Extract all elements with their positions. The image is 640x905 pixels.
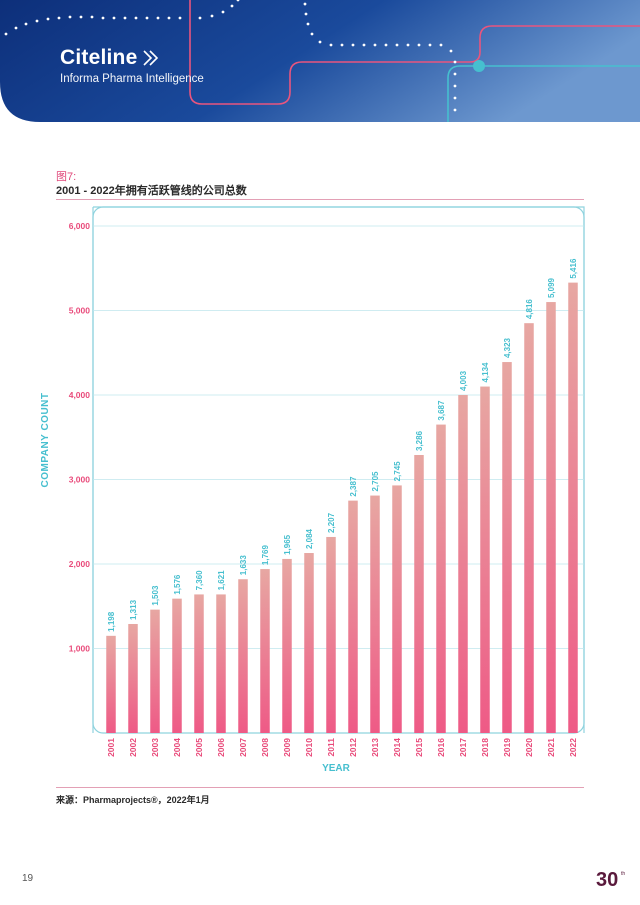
bar: [128, 623, 138, 733]
x-tick-label: 2004: [172, 738, 182, 757]
x-tick-label: 2005: [194, 738, 204, 757]
bar: [502, 362, 512, 733]
x-tick-label: 2018: [480, 738, 490, 757]
divider: [56, 199, 584, 200]
data-label: 1,198: [107, 611, 116, 632]
data-label: 2,705: [371, 471, 380, 492]
x-tick-label: 2010: [304, 738, 314, 757]
divider: [56, 787, 584, 788]
anniversary-logo: 30 th: [596, 869, 625, 890]
x-tick-label: 2019: [502, 738, 512, 757]
data-label: 4,323: [503, 337, 512, 358]
header-banner: [0, 0, 640, 122]
bar-chart: 1,000 2,000 3,000 4,000 5,000 6,000 1,198 1,31…: [40, 206, 585, 774]
data-label: 1,965: [283, 534, 292, 555]
data-label: 2,084: [305, 528, 314, 549]
bar: [370, 495, 380, 733]
data-label: 5,099: [547, 277, 556, 298]
y-tick-label: 4,000: [69, 390, 91, 400]
x-tick-label: 2002: [128, 738, 138, 757]
x-tick-label: 2008: [260, 738, 270, 757]
bar: [194, 594, 204, 733]
data-label: 3,286: [415, 430, 424, 451]
data-label: 4,003: [459, 370, 468, 391]
x-tick-label: 2014: [392, 738, 402, 757]
bar: [172, 598, 182, 733]
x-tick-label: 2016: [436, 738, 446, 757]
bar: [260, 569, 270, 733]
data-label: 4,816: [525, 299, 534, 320]
bar: [524, 323, 534, 733]
data-label: 1,633: [239, 555, 248, 576]
y-axis-label: COMPANY COUNT: [40, 392, 51, 487]
y-tick-label: 2,000: [69, 559, 91, 569]
x-axis-label: YEAR: [322, 763, 351, 774]
x-tick-label: 2021: [546, 738, 556, 757]
data-label: 2,387: [349, 476, 358, 497]
bar: [348, 500, 358, 733]
data-label: 1,576: [173, 574, 182, 595]
data-label: 1,621: [217, 570, 226, 591]
data-label: 3,687: [437, 400, 446, 421]
bar: [458, 395, 468, 733]
x-tick-label: 2009: [282, 738, 292, 757]
bar: [304, 553, 314, 733]
x-tick-label: 2022: [568, 738, 578, 757]
bar: [414, 454, 424, 733]
bar: [326, 536, 336, 733]
bar: [568, 282, 578, 733]
bar: [150, 609, 160, 733]
data-label: 1,313: [129, 599, 138, 620]
data-label: 2,207: [327, 512, 336, 533]
chart-frame-border: [92, 206, 585, 734]
source-note: 来源：Pharmaprojects®，2022年1月: [56, 795, 210, 805]
x-tick-label: 2012: [348, 738, 358, 757]
x-tick-label: 2011: [326, 738, 336, 757]
data-label: 7,360: [195, 570, 204, 591]
bar: [106, 635, 116, 733]
x-tick-label: 2013: [370, 738, 380, 757]
bar: [436, 424, 446, 733]
bar: [216, 594, 226, 733]
data-label: 4,134: [481, 362, 490, 383]
x-tick-label: 2003: [150, 738, 160, 757]
data-label: 1,503: [151, 585, 160, 606]
brand-name: Citeline: [60, 46, 138, 69]
x-tick-label: 2007: [238, 738, 248, 757]
x-tick-label: 2006: [216, 738, 226, 757]
bar: [392, 485, 402, 733]
figure-title: 2001 - 2022年拥有活跃管线的公司总数: [56, 185, 247, 197]
data-label: 1,769: [261, 544, 270, 565]
bar: [546, 302, 556, 733]
chevron-right-icon: [143, 50, 159, 66]
data-label: 5,416: [569, 258, 578, 279]
page-number: 19: [22, 873, 34, 884]
data-label: 2,745: [393, 461, 402, 482]
bar: [480, 386, 490, 733]
y-tick-label: 6,000: [69, 221, 91, 231]
brand-logo: Citeline Informa Pharma Intelligence: [60, 46, 204, 85]
svg-text:th: th: [621, 871, 625, 877]
x-tick-label: 2017: [458, 738, 468, 757]
figure-label: 图7:: [56, 171, 77, 183]
bar: [282, 558, 292, 733]
y-tick-label: 1,000: [69, 644, 91, 654]
svg-text:30: 30: [596, 869, 618, 890]
x-tick-label: 2015: [414, 738, 424, 757]
y-tick-label: 5,000: [69, 306, 91, 316]
bar: [238, 579, 248, 733]
y-tick-label: 3,000: [69, 475, 91, 485]
brand-subtitle: Informa Pharma Intelligence: [60, 73, 204, 85]
x-tick-label: 2020: [524, 738, 534, 757]
x-tick-label: 2001: [106, 738, 116, 757]
